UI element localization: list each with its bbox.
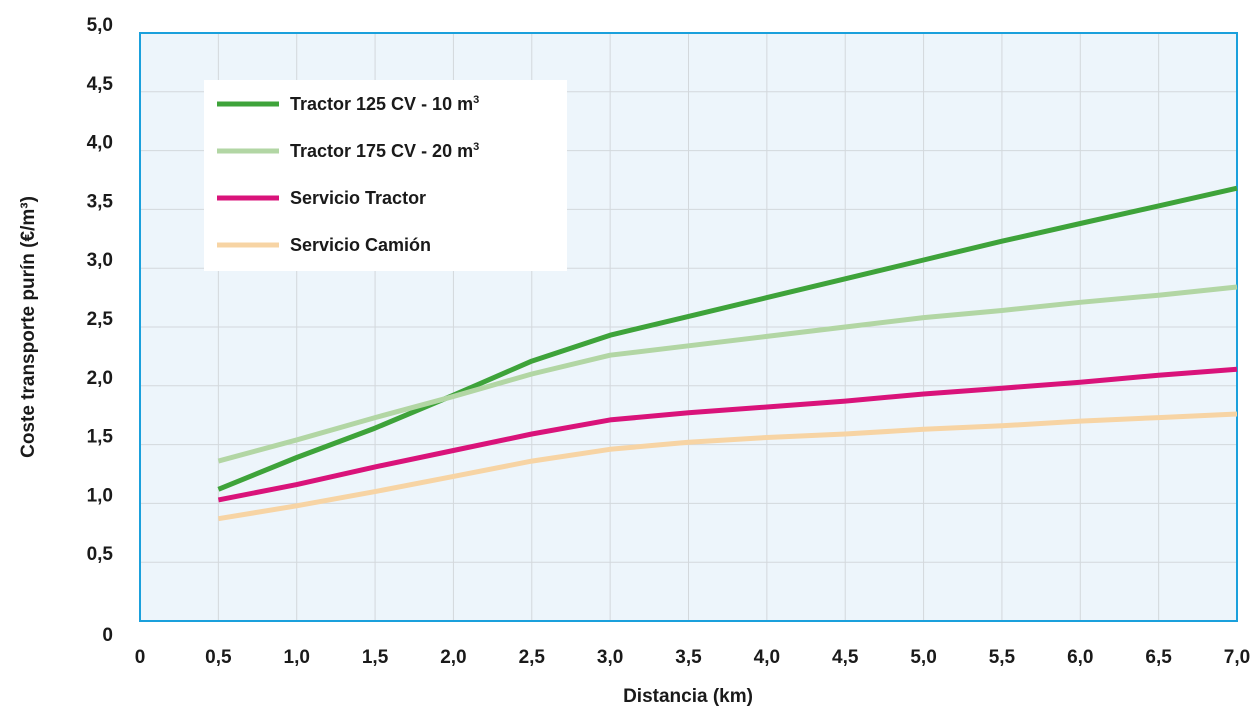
legend-label-2: Tractor 175 CV - 20 m3	[290, 141, 479, 161]
y-tick-label: 2,0	[87, 368, 113, 389]
legend-label-3: Servicio Tractor	[290, 188, 426, 208]
y-tick-label: 3,0	[87, 250, 113, 271]
x-tick-label: 4,5	[832, 647, 859, 668]
y-tick-label: 0,5	[87, 544, 114, 565]
y-tick-label: 4,0	[87, 133, 113, 154]
y-tick-labels: 0 0,5 1,0 1,5 2,0 2,5 3,0 3,5 4,0 4,5 5,0	[87, 15, 114, 646]
x-tick-label: 5,0	[910, 647, 936, 668]
x-tick-label: 7,0	[1224, 647, 1250, 668]
x-tick-label: 0,5	[205, 647, 232, 668]
x-tick-label: 2,5	[519, 647, 546, 668]
y-tick-label: 0	[102, 625, 113, 646]
x-tick-labels: 0 0,5 1,0 1,5 2,0 2,5 3,0 3,5 4,0 4,5 5,0 5,5 6,0 6,5…	[135, 647, 1251, 668]
x-tick-label: 1,5	[362, 647, 389, 668]
x-tick-label: 2,0	[440, 647, 466, 668]
y-axis-title: Coste transporte purín (€/m³)	[18, 196, 39, 458]
x-tick-label: 0	[135, 647, 146, 668]
y-tick-label: 1,0	[87, 485, 113, 506]
legend-label-4: Servicio Camión	[290, 235, 431, 255]
x-tick-label: 6,5	[1145, 647, 1172, 668]
x-tick-label: 4,0	[754, 647, 780, 668]
x-tick-label: 3,5	[675, 647, 702, 668]
y-tick-label: 2,5	[87, 309, 114, 330]
y-tick-label: 5,0	[87, 15, 113, 36]
x-tick-label: 1,0	[284, 647, 310, 668]
y-tick-label: 4,5	[87, 74, 114, 95]
x-axis-title: Distancia (km)	[623, 686, 753, 707]
x-tick-label: 6,0	[1067, 647, 1093, 668]
legend-label-1: Tractor 125 CV - 10 m3	[290, 94, 479, 114]
x-tick-label: 3,0	[597, 647, 623, 668]
y-tick-label: 3,5	[87, 191, 114, 212]
y-tick-label: 1,5	[87, 427, 114, 448]
legend: Tractor 125 CV - 10 m3 Tractor 175 CV - 2…	[204, 80, 567, 271]
x-tick-label: 5,5	[989, 647, 1016, 668]
